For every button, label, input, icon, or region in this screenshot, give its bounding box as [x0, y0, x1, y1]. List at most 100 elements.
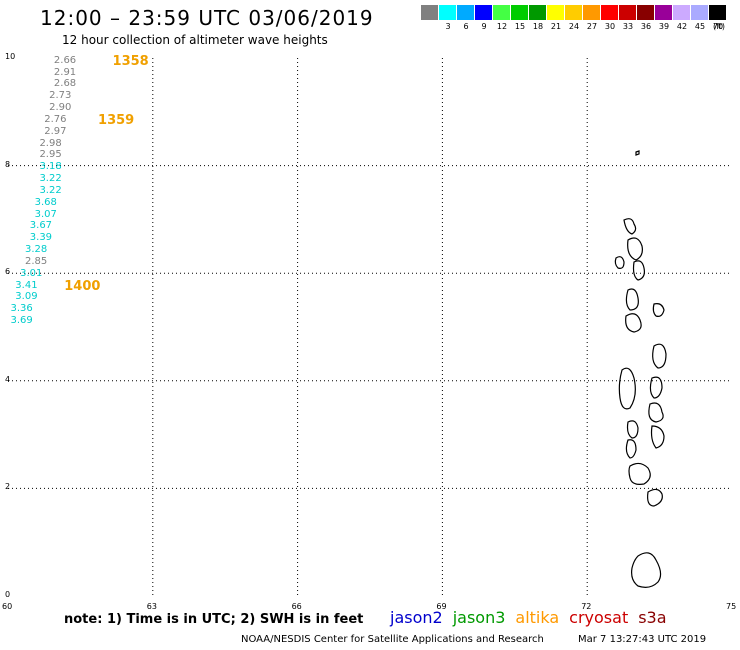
colorbar-tick-label: 6: [463, 22, 469, 31]
island-north: [635, 150, 640, 156]
wave-height-value: 2.76: [44, 113, 67, 125]
wave-height-value: 3.28: [24, 244, 48, 256]
longitude-tick-label: 66: [291, 602, 302, 611]
colorbar-tick-label: 30: [604, 22, 616, 31]
colorbar-tick-label: 33: [622, 22, 634, 31]
latitude-tick-label: 10: [5, 52, 16, 61]
colorbar-swatch: [529, 5, 547, 20]
colorbar-tick-label: 18: [532, 22, 544, 31]
wave-height-value: 2.98: [39, 137, 62, 149]
colorbar-tick-label: 24: [568, 22, 580, 31]
chart-subtitle: 12 hour collection of altimeter wave hei…: [62, 33, 328, 47]
atoll-2: [627, 237, 643, 261]
atoll-16: [647, 488, 663, 507]
colorbar-swatch: [439, 5, 457, 20]
pass-time-label: 1359: [98, 112, 135, 128]
wave-height-value: 3.41: [15, 279, 38, 291]
colorbar-tick-label: 27: [586, 22, 598, 31]
wave-height-value: 3.67: [29, 220, 53, 232]
satellite-legend: jason2 jason3 altika cryosat s3a: [390, 608, 677, 627]
atoll-4: [632, 260, 645, 281]
atoll-3: [614, 256, 625, 269]
longitude-tick-label: 63: [146, 602, 157, 611]
colorbar-tick-label: 9: [481, 22, 487, 31]
longitude-tick-label: 69: [436, 602, 447, 611]
longitude-tick-label: 75: [726, 602, 737, 611]
colorbar-swatch: [493, 5, 511, 20]
wave-height-value: 3.07: [34, 208, 57, 220]
latitude-tick-label: 8: [5, 159, 11, 169]
colorbar-tick-label: 39: [658, 22, 670, 31]
wave-height-value: 2.73: [49, 90, 72, 102]
colorbar-swatch: [421, 5, 439, 20]
colorbar-swatch: [619, 5, 637, 20]
colorbar-tick-label: 45: [694, 22, 706, 31]
colorbar-swatch: [673, 5, 691, 20]
colorbar-swatch: [547, 5, 565, 20]
longitude-tick-label: 60: [2, 602, 13, 611]
atoll-13: [650, 425, 665, 449]
atoll-9: [618, 367, 636, 410]
colorbar-swatch: [655, 5, 673, 20]
atoll-8: [652, 343, 667, 369]
wave-height-value: 2.90: [49, 102, 72, 114]
wave-height-value: 2.85: [24, 255, 48, 267]
colorbar-swatch: [511, 5, 529, 20]
generation-timestamp: Mar 7 13:27:43 UTC 2019: [578, 634, 707, 645]
colorbar-swatch: [583, 5, 601, 20]
legend-item-s3a: s3a: [638, 608, 667, 627]
atoll-5: [625, 288, 639, 311]
atoll-7: [625, 313, 642, 333]
wave-height-value: 2.68: [53, 78, 77, 90]
atoll-12: [626, 420, 639, 439]
wave-height-value: 3.22: [39, 184, 62, 196]
colorbar-tick-label: 36: [640, 22, 652, 31]
colorbar-tick-label: 70: [712, 22, 724, 31]
colorbar-swatch: [709, 5, 727, 20]
wave-height-value: 3.36: [10, 303, 33, 315]
wave-height-value: 3.18: [39, 161, 62, 173]
wave-height-value: 2.66: [53, 54, 77, 66]
colorbar-tick-label: 42: [676, 22, 688, 31]
wave-height-value: 3.01: [20, 267, 43, 279]
atoll-1: [623, 218, 637, 235]
pass-time-label: 1358: [112, 53, 149, 69]
atoll-15: [628, 462, 651, 485]
legend-item-cryosat: cryosat: [569, 608, 629, 627]
colorbar-tick-label: 15: [514, 22, 526, 31]
wave-height-value: 3.09: [15, 291, 38, 303]
latitude-tick-label: 4: [5, 374, 11, 384]
colorbar-swatch: [565, 5, 583, 20]
credit-line: NOAA/NESDIS Center for Satellite Applica…: [241, 634, 544, 645]
atoll-6: [652, 303, 665, 317]
latitude-tick-label: 6: [5, 267, 11, 277]
colorbar-swatch: [475, 5, 493, 20]
graticule: [8, 58, 732, 596]
longitude-tick-label: 72: [581, 602, 592, 611]
latitude-tick-label: 2: [5, 482, 11, 492]
wave-height-value: 3.69: [10, 315, 33, 327]
colorbar: [421, 5, 727, 20]
wave-height-value: 2.97: [44, 125, 67, 137]
colorbar-tick-label: 12: [496, 22, 508, 31]
atoll-addu: [631, 552, 662, 588]
wave-height-value: 3.39: [29, 232, 53, 244]
atoll-10: [649, 376, 663, 399]
colorbar-tick-label: 3: [445, 22, 451, 31]
chart-title: 12:00 – 23:59 UTC 03/06/2019: [40, 6, 374, 30]
atoll-11: [648, 402, 664, 423]
wave-height-value: 3.68: [34, 196, 57, 208]
footnote: note: 1) Time is in UTC; 2) SWH is in fe…: [64, 612, 364, 627]
colorbar-swatch: [601, 5, 619, 20]
atoll-14: [625, 439, 637, 459]
colorbar-swatch: [457, 5, 475, 20]
legend-item-jason3: jason3: [452, 608, 506, 627]
pass-time-label: 1400: [64, 278, 101, 294]
colorbar-labels: 3 6 9 12 15 18 21 24 27 30 33 36 39 42 45 70: [421, 22, 727, 31]
latitude-tick-label: 0: [5, 590, 11, 599]
colorbar-swatch: [637, 5, 655, 20]
colorbar-unit: (ft): [713, 22, 726, 31]
wave-height-value: 2.91: [53, 66, 77, 78]
colorbar-tick-label: 21: [550, 22, 562, 31]
